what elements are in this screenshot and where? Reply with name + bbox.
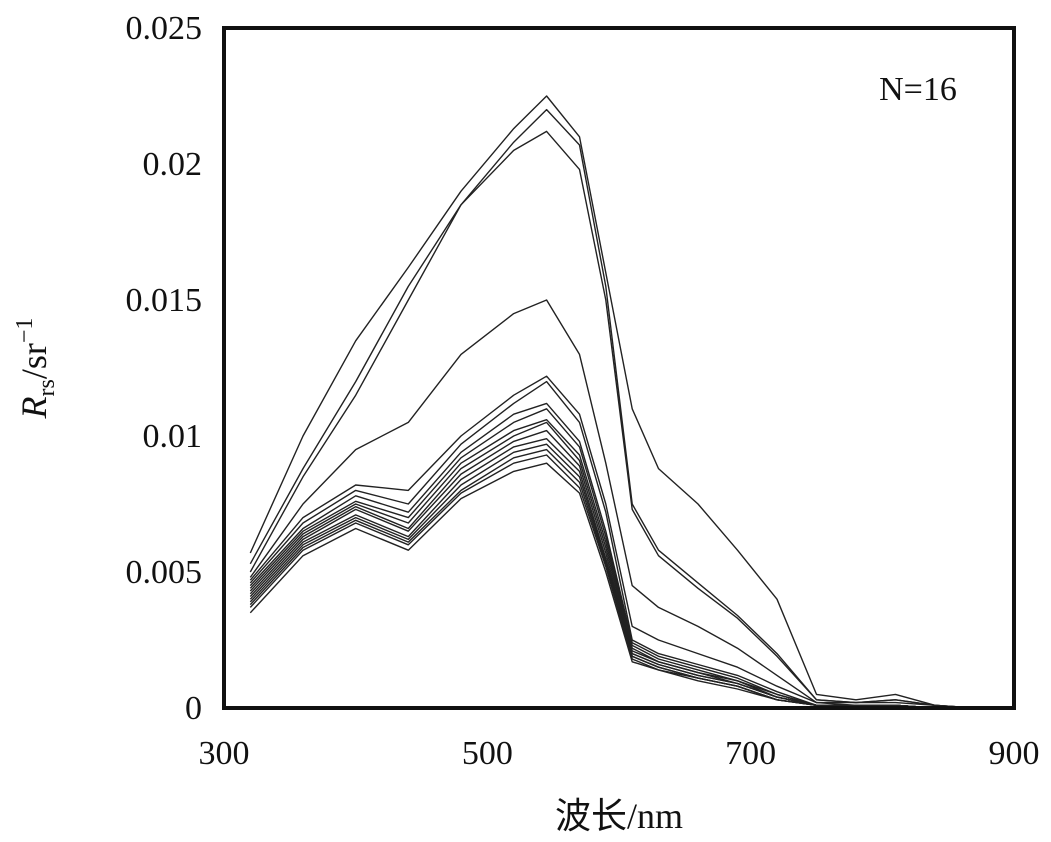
y-label-main: R <box>14 396 54 419</box>
y-label-sub: rs <box>34 379 60 396</box>
y-axis-ticks: 0 0.005 0.01 0.015 0.02 0.025 <box>126 10 203 727</box>
series-line-14 <box>249 448 1014 709</box>
series-line-12 <box>249 438 1014 709</box>
series-line-9 <box>249 419 1014 709</box>
x-tick-label: 300 <box>199 735 250 772</box>
series-line-3 <box>249 130 1014 709</box>
series-line-8 <box>249 408 1014 709</box>
y-label-sup: −1 <box>12 318 38 344</box>
x-axis-ticks: 300 500 700 900 <box>199 735 1040 772</box>
y-tick-label: 0.025 <box>126 10 203 47</box>
series-line-1 <box>249 95 1014 709</box>
y-label-unit: /sr <box>14 343 54 379</box>
series-line-10 <box>249 421 1014 709</box>
x-tick-label: 900 <box>989 735 1040 772</box>
series-line-16 <box>249 462 1014 709</box>
series-layer <box>249 95 1014 709</box>
x-tick-label: 700 <box>725 735 776 772</box>
annotation-n: N=16 <box>879 71 957 108</box>
series-line-4 <box>249 299 1014 709</box>
plot-frame <box>222 26 1016 710</box>
svg-text:Rrs/sr−1: Rrs/sr−1 <box>12 318 60 420</box>
x-axis-label: 波长/nm <box>555 796 683 836</box>
y-axis-label: Rrs/sr−1 <box>12 318 60 420</box>
y-tick-label: 0.01 <box>143 418 203 455</box>
x-tick-label: 500 <box>462 735 513 772</box>
y-tick-label: 0.015 <box>126 282 203 319</box>
y-tick-label: 0.02 <box>143 146 203 183</box>
y-tick-label: 0.005 <box>126 554 203 591</box>
series-line-11 <box>249 429 1014 709</box>
series-line-13 <box>249 443 1014 709</box>
y-tick-label: 0 <box>185 690 202 727</box>
